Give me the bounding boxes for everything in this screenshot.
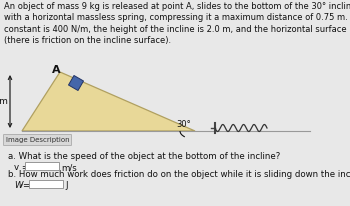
FancyBboxPatch shape bbox=[4, 135, 71, 145]
Text: J: J bbox=[65, 181, 68, 191]
Text: b. How much work does friction do on the object while it is sliding down the inc: b. How much work does friction do on the… bbox=[8, 170, 350, 179]
FancyBboxPatch shape bbox=[29, 180, 63, 188]
Text: v =: v = bbox=[14, 164, 29, 172]
Text: W: W bbox=[14, 181, 22, 191]
Text: 30°: 30° bbox=[176, 120, 191, 129]
Text: 2.0 m: 2.0 m bbox=[0, 97, 8, 106]
Text: m/s: m/s bbox=[61, 164, 77, 172]
FancyBboxPatch shape bbox=[25, 162, 59, 170]
Polygon shape bbox=[22, 72, 195, 131]
Text: a. What is the speed of the object at the bottom of the incline?: a. What is the speed of the object at th… bbox=[8, 152, 280, 161]
Text: Image Description: Image Description bbox=[6, 137, 69, 143]
Polygon shape bbox=[69, 75, 84, 90]
Text: An object of mass 9 kg is released at point A, slides to the bottom of the 30° i: An object of mass 9 kg is released at po… bbox=[4, 2, 350, 45]
Text: A: A bbox=[52, 65, 60, 75]
Text: f: f bbox=[20, 184, 22, 188]
Text: =: = bbox=[22, 181, 29, 191]
